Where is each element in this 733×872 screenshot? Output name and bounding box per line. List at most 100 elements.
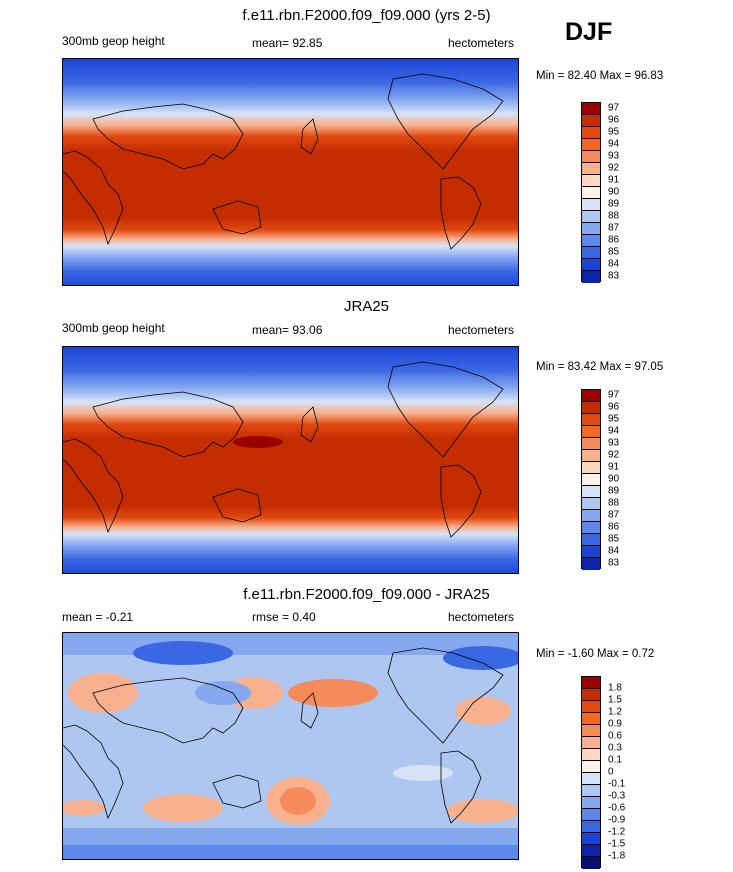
colorbar-tick-label: -0.6	[608, 802, 626, 814]
colorbar-segment	[582, 151, 600, 163]
panel3-map	[62, 632, 519, 860]
colorbar-segment	[582, 821, 600, 833]
colorbar-segment	[582, 510, 600, 522]
panel2-left-label: 300mb geop height	[62, 321, 165, 335]
colorbar-segment	[582, 199, 600, 211]
colorbar-segment	[582, 103, 600, 115]
colorbar-segment	[582, 522, 600, 534]
colorbar-tick-label: 85	[608, 533, 620, 545]
panel1-colorbar	[581, 102, 601, 283]
colorbar-segment	[582, 426, 600, 438]
panel1-left-label: 300mb geop height	[62, 34, 165, 48]
colorbar-tick-label: 87	[608, 509, 620, 521]
colorbar-tick-label: 0.1	[608, 754, 622, 766]
colorbar-tick-label: 91	[608, 174, 620, 186]
colorbar-segment	[582, 534, 600, 546]
colorbar-segment	[582, 701, 600, 713]
panel3-mean-label: mean = -0.21	[62, 610, 134, 624]
panel3-title: f.e11.rbn.F2000.f09_f09.000 - JRA25	[243, 586, 490, 603]
colorbar-segment	[582, 271, 600, 283]
panel1-map-svg	[63, 59, 518, 285]
panel3-minmax: Min = -1.60 Max = 0.72	[536, 648, 655, 660]
colorbar-tick-label: 90	[608, 186, 620, 198]
colorbar-tick-label: 95	[608, 126, 620, 138]
panel1-title: f.e11.rbn.F2000.f09_f09.000 (yrs 2-5)	[242, 7, 491, 24]
colorbar-segment	[582, 833, 600, 845]
colorbar-tick-label: 89	[608, 485, 620, 497]
colorbar-segment	[582, 462, 600, 474]
panel1-coastlines	[63, 73, 504, 250]
panel2-coastlines	[63, 361, 504, 538]
panel2-colorbar	[581, 389, 601, 570]
panel2-units-label: hectometers	[448, 323, 515, 337]
colorbar-tick-label: 93	[608, 437, 620, 449]
panel3-map-svg	[63, 633, 518, 859]
colorbar-tick-label: 85	[608, 246, 620, 258]
colorbar-tick-label: 88	[608, 497, 620, 509]
colorbar-segment	[582, 809, 600, 821]
colorbar-tick-label: -1.2	[608, 826, 626, 838]
colorbar-tick-label: -0.3	[608, 790, 626, 802]
colorbar-tick-label: 96	[608, 114, 620, 126]
colorbar-tick-label: 95	[608, 413, 620, 425]
colorbar-segment	[582, 187, 600, 199]
colorbar-tick-label: -0.9	[608, 814, 626, 826]
colorbar-segment	[582, 761, 600, 773]
colorbar-segment	[582, 785, 600, 797]
colorbar-tick-label: 97	[608, 102, 620, 114]
panel3-coastlines	[63, 647, 504, 824]
season-label: DJF	[565, 18, 613, 46]
colorbar-segment	[582, 247, 600, 259]
colorbar-tick-label: 87	[608, 222, 620, 234]
colorbar-segment	[582, 414, 600, 426]
colorbar-tick-label: 0.6	[608, 730, 622, 742]
colorbar-tick-label: 92	[608, 449, 620, 461]
colorbar-segment	[582, 677, 600, 689]
colorbar-tick-label: -1.5	[608, 838, 626, 850]
panel2-minmax: Min = 83.42 Max = 97.05	[536, 361, 664, 373]
colorbar-segment	[582, 175, 600, 187]
colorbar-segment	[582, 713, 600, 725]
panel3-colorbar	[581, 676, 601, 869]
colorbar-tick-label: 83	[608, 557, 620, 569]
colorbar-tick-label: 86	[608, 521, 620, 533]
colorbar-segment	[582, 797, 600, 809]
panel2-title: JRA25	[343, 298, 390, 315]
colorbar-segment	[582, 390, 600, 402]
colorbar-tick-label: 84	[608, 545, 620, 557]
panel1-minmax: Min = 82.40 Max = 96.83	[536, 70, 664, 82]
panel3-rmse-label: rmse = 0.40	[252, 610, 316, 624]
colorbar-segment	[582, 163, 600, 175]
colorbar-tick-label: -1.8	[608, 850, 626, 862]
colorbar-segment	[582, 115, 600, 127]
colorbar-segment	[582, 259, 600, 271]
colorbar-segment	[582, 486, 600, 498]
colorbar-tick-label: 1.2	[608, 706, 622, 718]
colorbar-tick-label: 88	[608, 210, 620, 222]
colorbar-segment	[582, 725, 600, 737]
colorbar-segment	[582, 546, 600, 558]
colorbar-segment	[582, 402, 600, 414]
colorbar-tick-label: 90	[608, 473, 620, 485]
panel1-map	[62, 58, 519, 286]
colorbar-tick-label: 83	[608, 270, 620, 282]
colorbar-tick-label: -0.1	[608, 778, 626, 790]
colorbar-segment	[582, 773, 600, 785]
colorbar-tick-label: 94	[608, 138, 620, 150]
colorbar-segment	[582, 845, 600, 857]
colorbar-tick-label: 92	[608, 162, 620, 174]
colorbar-tick-label: 94	[608, 425, 620, 437]
colorbar-segment	[582, 139, 600, 151]
panel2-map	[62, 346, 519, 574]
colorbar-tick-label: 96	[608, 401, 620, 413]
colorbar-segment	[582, 235, 600, 247]
colorbar-tick-label: 0.9	[608, 718, 622, 730]
colorbar-segment	[582, 558, 600, 570]
colorbar-tick-label: 1.5	[608, 694, 622, 706]
colorbar-segment	[582, 223, 600, 235]
colorbar-segment	[582, 474, 600, 486]
colorbar-tick-label: 0	[608, 766, 614, 778]
colorbar-segment	[582, 211, 600, 223]
colorbar-tick-label: 89	[608, 198, 620, 210]
panel3-units-label: hectometers	[448, 610, 515, 624]
